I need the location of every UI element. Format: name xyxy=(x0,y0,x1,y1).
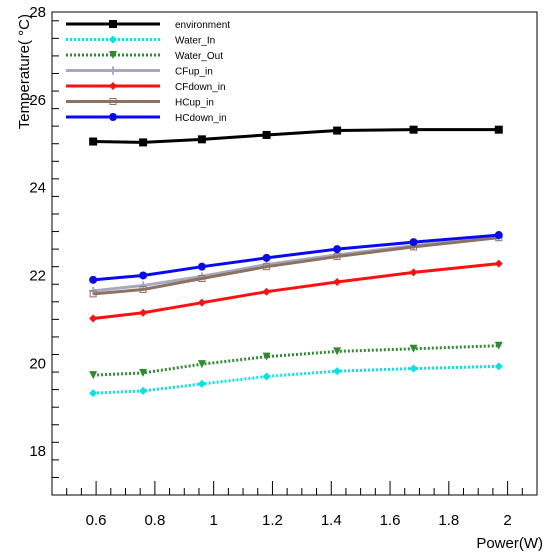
legend-entry: HCdown_in xyxy=(66,113,227,124)
x-tick-label: 2 xyxy=(503,512,511,529)
series-line xyxy=(93,128,499,144)
x-axis-title: Power(W) xyxy=(476,535,543,552)
data-point xyxy=(139,368,148,377)
data-point xyxy=(197,135,206,144)
data-point xyxy=(198,275,206,283)
y-tick-label: 18 xyxy=(29,443,46,460)
series-hcdown-in xyxy=(89,231,503,284)
legend-marker xyxy=(109,98,117,105)
data-point xyxy=(494,125,503,134)
series-cfdown-in xyxy=(89,259,503,323)
legend-label: Water_In xyxy=(175,36,215,47)
x-tick-label: 0.6 xyxy=(86,512,107,529)
data-point xyxy=(262,130,271,139)
series-line xyxy=(93,236,499,296)
data-point xyxy=(89,137,98,146)
plot-frame xyxy=(51,11,538,496)
y-axis-title: Temperature( °C) xyxy=(16,14,33,129)
legend-entry: Water_In xyxy=(66,35,215,47)
data-point xyxy=(263,263,271,271)
data-point xyxy=(139,138,148,147)
legend-label: environment xyxy=(175,20,230,31)
x-tick-label: 1.6 xyxy=(380,512,401,529)
data-point xyxy=(262,287,271,296)
series-water-out xyxy=(89,341,503,380)
data-point xyxy=(262,253,271,262)
legend-marker xyxy=(109,82,117,90)
data-point xyxy=(333,245,342,254)
legend-label: CFup_in xyxy=(175,67,213,78)
data-point xyxy=(197,262,206,271)
data-point xyxy=(197,379,206,388)
legend-label: HCup_in xyxy=(175,98,214,109)
data-point xyxy=(409,125,418,134)
series-line xyxy=(93,344,499,377)
legend-entry: CFdown_in xyxy=(66,82,226,93)
data-point xyxy=(333,347,342,356)
series-water-in xyxy=(89,362,503,398)
data-point xyxy=(333,253,341,261)
legend-entry: HCup_in xyxy=(66,98,214,109)
series-lines xyxy=(89,125,503,398)
legend: environment Water_In Water_Out CFup_in CFdow… xyxy=(66,20,230,124)
y-tick-label: 20 xyxy=(29,355,46,372)
data-point xyxy=(139,271,148,280)
data-point xyxy=(409,344,418,353)
legend-label: HCdown_in xyxy=(175,113,227,124)
x-tick-label: 1 xyxy=(209,512,217,529)
data-point xyxy=(89,290,97,298)
data-point xyxy=(409,268,418,277)
legend-marker xyxy=(109,51,117,59)
series-hcup-in xyxy=(89,234,503,298)
legend-marker xyxy=(109,113,117,121)
data-point xyxy=(333,126,342,135)
x-tick-label: 1.8 xyxy=(438,512,459,529)
data-point xyxy=(89,314,98,323)
data-point xyxy=(139,386,148,395)
legend-label: CFdown_in xyxy=(175,82,226,93)
data-point xyxy=(139,308,148,317)
data-point xyxy=(262,372,271,381)
axes: 0.6 0.8 1 1.2 1.4 1.6 1.8 2 18 20 22 24 26 28 xyxy=(29,4,538,529)
y-tick-label: 22 xyxy=(29,267,46,284)
series-line xyxy=(92,262,499,320)
legend-label: Water_Out xyxy=(175,51,223,62)
data-point xyxy=(409,364,418,373)
data-point xyxy=(197,360,206,369)
y-tick-label: 24 xyxy=(29,180,46,197)
data-point xyxy=(494,231,503,240)
legend-entry: Water_Out xyxy=(66,51,223,62)
legend-entry: environment xyxy=(66,20,230,31)
x-tick-label: 1.2 xyxy=(262,512,283,529)
legend-marker xyxy=(109,20,117,28)
series-environment xyxy=(89,125,503,147)
data-point xyxy=(139,286,147,294)
legend-marker xyxy=(109,66,117,75)
x-tick-label: 0.8 xyxy=(144,512,165,529)
data-point xyxy=(333,367,342,376)
data-point xyxy=(89,389,98,398)
y-tick-label: 26 xyxy=(29,92,46,109)
data-point xyxy=(197,298,206,307)
data-point xyxy=(89,275,98,284)
data-point xyxy=(333,278,342,287)
data-point xyxy=(89,371,98,380)
x-tick-label: 1.4 xyxy=(321,512,342,529)
legend-entry: CFup_in xyxy=(66,66,213,78)
data-point xyxy=(494,259,503,268)
data-point xyxy=(494,362,503,371)
data-point xyxy=(262,352,271,361)
legend-marker xyxy=(109,35,117,44)
data-point xyxy=(494,341,503,350)
y-tick-label: 28 xyxy=(29,4,46,21)
data-point xyxy=(409,238,418,247)
